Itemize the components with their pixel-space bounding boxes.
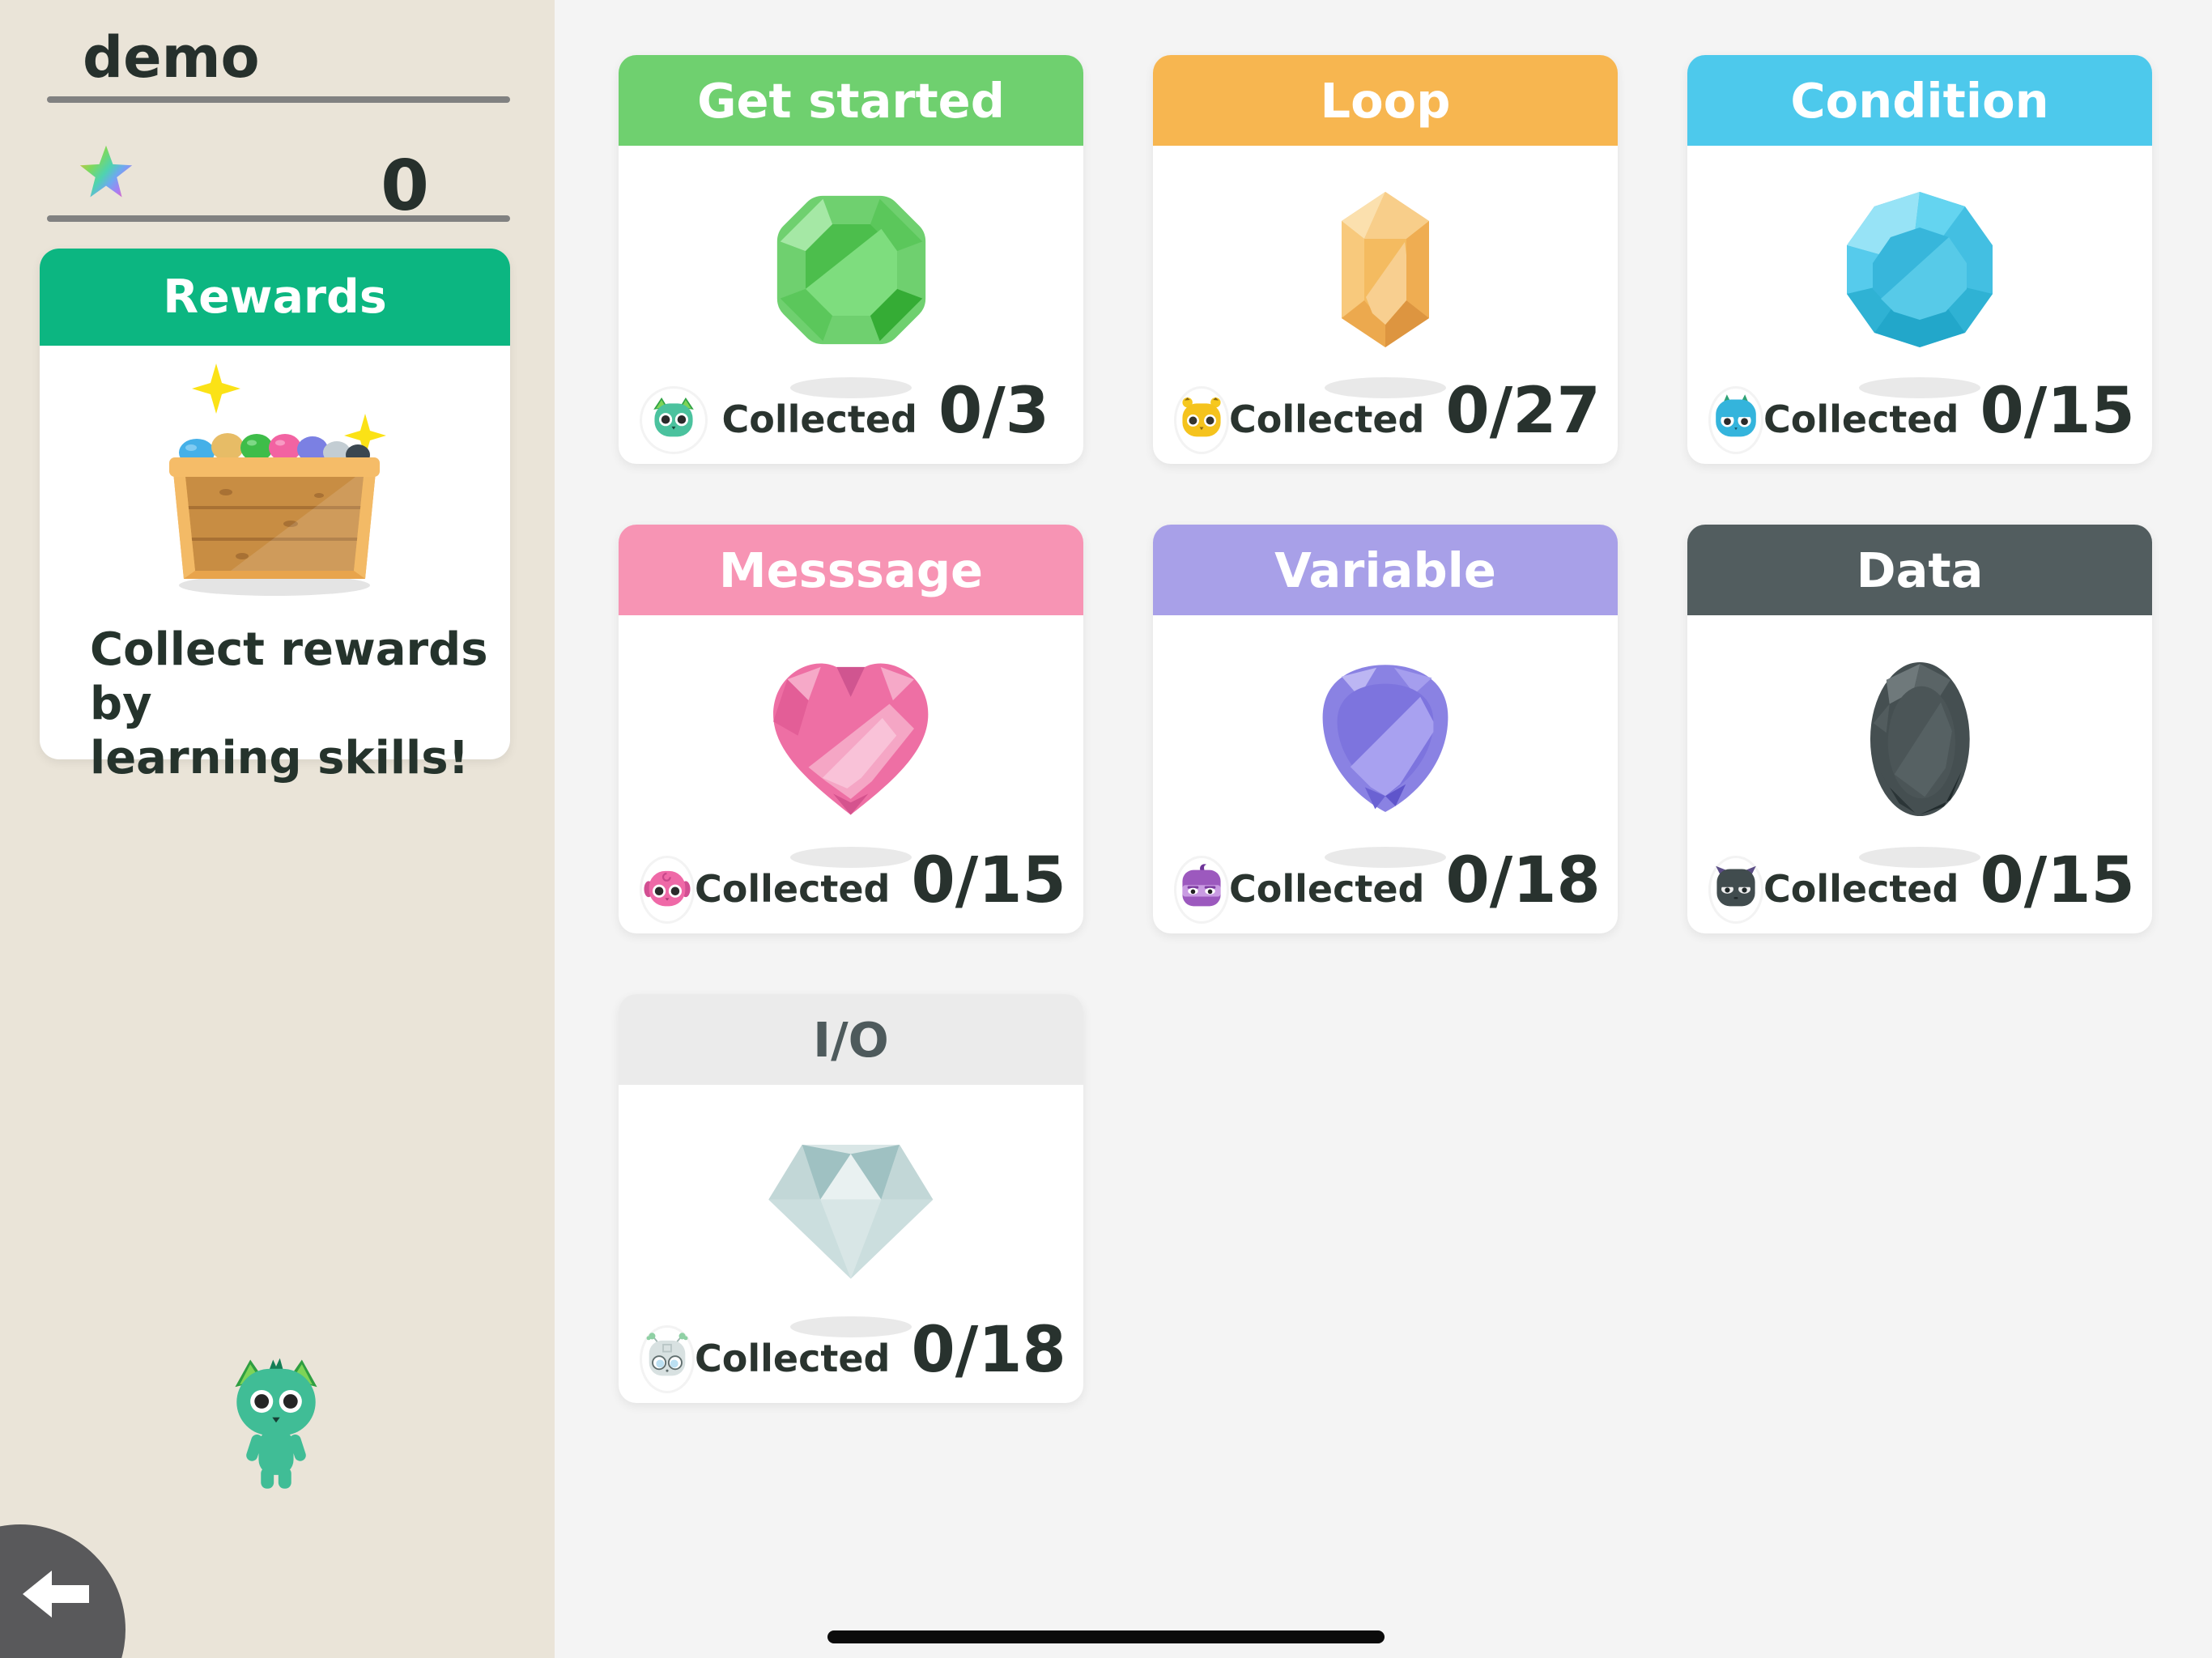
- gem-shadow: [1325, 377, 1446, 398]
- pink-monster-icon: [642, 863, 692, 916]
- blue-monster-icon: [1711, 393, 1761, 447]
- skill-card-title: Get started: [697, 72, 1005, 129]
- rewards-card-header: Rewards: [40, 249, 510, 346]
- rewards-description-line2: learning skills!: [90, 732, 470, 784]
- back-button[interactable]: [0, 1524, 125, 1658]
- monster-badge: [640, 856, 695, 924]
- collected-label: Collected: [695, 867, 891, 911]
- gem-shadow: [790, 1316, 912, 1337]
- collected-count: 0/3: [938, 375, 1049, 448]
- star-count: 0: [381, 146, 429, 227]
- orange-crystal-gem: [1153, 168, 1618, 371]
- gem-shadow: [790, 377, 912, 398]
- collected-row: Collected 0/27: [1229, 375, 1601, 448]
- skill-card-footer: Collected 0/15: [640, 844, 1066, 924]
- monster-badge: [1708, 386, 1763, 454]
- black-oval-gem: [1687, 638, 2152, 840]
- skill-card-header: Condition: [1687, 55, 2152, 146]
- gem-shadow: [790, 847, 912, 868]
- skill-card-footer: Collected 0/15: [1708, 844, 2135, 924]
- username-label: demo: [83, 24, 260, 91]
- rewards-description-line1: Collect rewards by: [90, 623, 488, 730]
- skill-card[interactable]: I/O Collected: [619, 994, 1083, 1403]
- skill-card[interactable]: Loop Collected 0/27: [1153, 55, 1618, 464]
- green-cat-mascot-icon: [235, 1358, 317, 1489]
- monster-badge: [1174, 386, 1229, 454]
- skill-card[interactable]: Variable Collected 0/18: [1153, 525, 1618, 933]
- collected-count: 0/18: [1445, 844, 1601, 917]
- skill-card-footer: Collected 0/3: [640, 375, 1049, 454]
- skill-card-header: Variable: [1153, 525, 1618, 615]
- collected-count: 0/27: [1445, 375, 1601, 448]
- yellow-monster-icon: [1176, 393, 1227, 447]
- collected-label: Collected: [1763, 397, 1959, 441]
- divider: [47, 215, 510, 222]
- rewards-description: Collect rewards by learning skills!: [90, 623, 510, 785]
- gem-shadow: [1325, 847, 1446, 868]
- divider: [47, 96, 510, 103]
- skill-card-header: Data: [1687, 525, 2152, 615]
- skill-card[interactable]: Get started Collected 0/3: [619, 55, 1083, 464]
- collected-label: Collected: [721, 397, 917, 441]
- skill-card-header: Get started: [619, 55, 1083, 146]
- robot-monster-icon: [642, 1333, 692, 1386]
- collected-count: 0/15: [1980, 844, 2135, 917]
- collected-label: Collected: [695, 1337, 891, 1380]
- collected-row: Collected 0/15: [695, 844, 1066, 917]
- back-arrow-icon: [23, 1571, 89, 1618]
- dark-monster-icon: [1711, 863, 1761, 916]
- monster-badge: [640, 386, 708, 454]
- purple-shield-gem: [1153, 638, 1618, 840]
- skill-card-footer: Collected 0/15: [1708, 375, 2135, 454]
- white-diamond-gem: [619, 1107, 1083, 1310]
- skill-card-title: Variable: [1274, 542, 1496, 598]
- gem-shadow: [1859, 377, 1980, 398]
- skill-card-title: Loop: [1320, 72, 1451, 129]
- skill-card-title: I/O: [813, 1011, 889, 1068]
- collected-row: Collected 0/18: [1229, 844, 1601, 917]
- skill-card-title: Condition: [1790, 72, 2049, 129]
- collected-count: 0/15: [911, 844, 1066, 917]
- skill-card-header: Messsage: [619, 525, 1083, 615]
- collected-row: Collected 0/15: [1763, 375, 2135, 448]
- rainbow-star-icon: [79, 145, 133, 198]
- sidebar: demo 0 Rewards: [0, 0, 555, 1658]
- skill-card-footer: Collected 0/18: [640, 1314, 1066, 1393]
- collected-label: Collected: [1229, 867, 1425, 911]
- collected-count: 0/18: [911, 1314, 1066, 1387]
- rewards-card: Rewards: [40, 249, 510, 784]
- skill-card-title: Messsage: [718, 542, 984, 598]
- collected-count: 0/15: [1980, 375, 2135, 448]
- skill-card-footer: Collected 0/18: [1174, 844, 1601, 924]
- rewards-title: Rewards: [163, 270, 387, 324]
- skill-card-footer: Collected 0/27: [1174, 375, 1601, 454]
- treasure-crate-with-gems-icon: [169, 363, 386, 596]
- skill-card[interactable]: Condition Collected: [1687, 55, 2152, 464]
- skill-card-header: Loop: [1153, 55, 1618, 146]
- monster-badge: [640, 1325, 695, 1393]
- gem-shadow: [1859, 847, 1980, 868]
- collected-row: Collected 0/18: [695, 1314, 1066, 1387]
- collected-row: Collected 0/15: [1763, 844, 2135, 917]
- skill-card-header: I/O: [619, 994, 1083, 1085]
- skill-card-grid: Get started Collected 0/3: [619, 55, 2157, 1403]
- home-indicator-bar[interactable]: [827, 1630, 1385, 1643]
- skill-card[interactable]: Data Collected 0/15: [1687, 525, 2152, 933]
- pink-heart-gem: [619, 638, 1083, 840]
- purple-monster-icon: [1176, 863, 1227, 916]
- collected-label: Collected: [1229, 397, 1425, 441]
- skill-card[interactable]: Messsage Collected 0/15: [619, 525, 1083, 933]
- green-monster-icon: [649, 393, 699, 447]
- skill-card-title: Data: [1856, 542, 1984, 598]
- blue-decagon-gem: [1687, 168, 2152, 371]
- monster-badge: [1174, 856, 1229, 924]
- green-emerald-gem: [619, 168, 1083, 371]
- collected-row: Collected 0/3: [721, 375, 1049, 448]
- monster-badge: [1708, 856, 1763, 924]
- collected-label: Collected: [1763, 867, 1959, 911]
